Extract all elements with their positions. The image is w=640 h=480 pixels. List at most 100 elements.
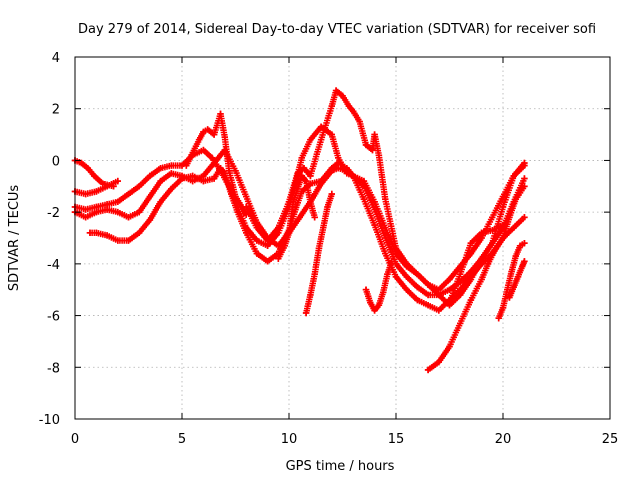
x-tick-label: 15 [388, 432, 405, 447]
data-point [125, 237, 132, 244]
data-point [506, 214, 513, 221]
data-point [298, 172, 306, 180]
data-point [264, 237, 271, 244]
series-arc-7 [243, 87, 528, 309]
data-point [275, 255, 282, 262]
data-point [521, 175, 528, 182]
data-point [86, 229, 94, 237]
data-point [435, 358, 442, 366]
data-point [183, 162, 190, 169]
data-point [210, 131, 218, 138]
data-point [178, 175, 186, 182]
y-tick-label: 2 [52, 103, 60, 118]
data-point [78, 159, 85, 167]
data-point [519, 263, 526, 270]
series-arc-6 [183, 110, 250, 218]
x-axis-label: GPS time / hours [286, 459, 395, 474]
data-point [189, 172, 196, 180]
y-tick-label: -6 [47, 310, 60, 325]
data-point [157, 164, 164, 172]
data-point [93, 188, 100, 195]
data-point [467, 250, 475, 257]
data-point [84, 164, 92, 172]
data-point [424, 366, 432, 374]
data-point [343, 164, 350, 172]
data-point [371, 206, 378, 213]
data-point [298, 154, 306, 162]
data-point [382, 250, 389, 257]
data-point [253, 250, 261, 257]
series-arc-14 [446, 221, 507, 306]
x-tick-label: 5 [178, 432, 186, 447]
series-arc-12 [495, 239, 528, 322]
data-point [234, 208, 241, 216]
data-point [516, 242, 524, 249]
data-point [307, 136, 314, 143]
data-point [146, 172, 154, 180]
data-point [136, 229, 143, 237]
data-point [114, 237, 121, 244]
data-point [356, 118, 363, 125]
x-tick-label: 0 [71, 432, 79, 447]
data-point [208, 154, 216, 162]
data-point [510, 172, 517, 180]
data-point [510, 224, 517, 231]
data-point [499, 203, 507, 211]
data-point [382, 224, 389, 231]
data-point [499, 304, 507, 312]
data-point [294, 170, 301, 177]
data-point [489, 239, 496, 247]
data-point [446, 343, 453, 350]
data-point [521, 162, 528, 169]
data-point [125, 190, 132, 198]
data-point [189, 149, 196, 156]
data-point [371, 221, 378, 229]
data-point [446, 286, 453, 293]
series-arc-13 [506, 258, 528, 301]
data-point [82, 214, 89, 221]
data-point [307, 291, 314, 299]
data-point [484, 260, 492, 268]
data-point [328, 131, 335, 138]
data-point [328, 102, 335, 110]
data-point [446, 276, 453, 283]
data-point [435, 291, 442, 299]
data-point [146, 193, 154, 200]
data-point [103, 206, 111, 213]
data-point [103, 232, 111, 239]
data-point [114, 198, 121, 205]
data-point [392, 245, 400, 252]
data-point [362, 141, 370, 149]
y-tick-label: -10 [39, 413, 60, 428]
data-point [168, 170, 175, 177]
data-point [369, 146, 376, 154]
data-point [82, 190, 89, 198]
data-point [435, 307, 442, 314]
data-point [495, 314, 502, 322]
data-point [300, 164, 308, 172]
data-point [506, 294, 513, 301]
data-point [478, 276, 485, 283]
data-point [200, 128, 207, 136]
data-point [315, 245, 323, 252]
data-point [403, 286, 410, 293]
y-axis-label: SDTVAR / TECUs [7, 185, 22, 292]
data-point [302, 177, 310, 185]
data-point [457, 291, 464, 299]
data-point [371, 307, 378, 314]
data-point [307, 172, 314, 180]
data-point [285, 229, 293, 237]
data-point [489, 214, 496, 221]
data-point [93, 208, 100, 216]
data-point [210, 159, 218, 167]
data-point [311, 214, 318, 221]
data-point [200, 146, 207, 154]
data-point [317, 123, 325, 131]
data-point [136, 183, 143, 190]
data-point [446, 299, 453, 306]
data-point [328, 164, 335, 172]
data-point [253, 224, 261, 231]
data-point [392, 273, 400, 280]
data-point [217, 110, 224, 118]
data-point [302, 309, 310, 317]
